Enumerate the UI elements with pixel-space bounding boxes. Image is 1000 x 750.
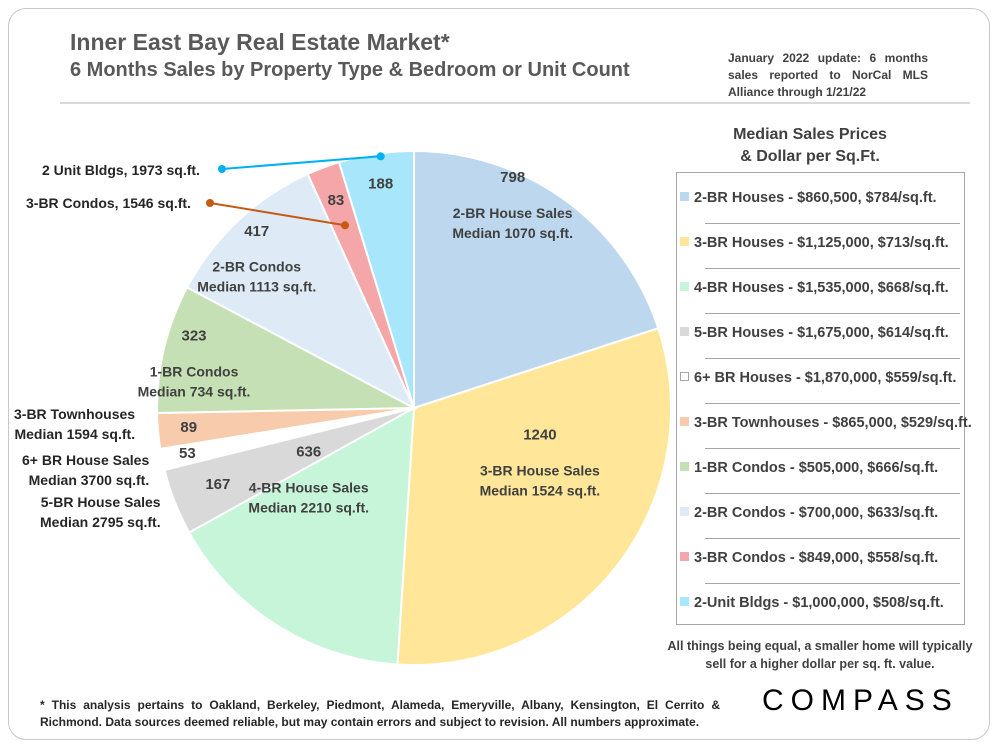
legend-item-label: 2-Unit Bldgs - $1,000,000, $508/sq.ft.: [694, 595, 944, 611]
callout-2-unit-bldgs: 2 Unit Bldgs, 1973 sq.ft.: [42, 162, 200, 178]
value-label-5-br-house-sales: 167: [205, 476, 230, 493]
callout-end-3br-condos: [341, 221, 350, 230]
legend-item-label: 3-BR Houses - $1,125,000, $713/sq.ft.: [694, 235, 949, 251]
legend-item: 3-BR Townhouses - $865,000, $529/sq.ft.: [680, 415, 972, 431]
update-note: January 2022 update: 6 months sales repo…: [728, 51, 928, 99]
legend-item: 3-BR Houses - $1,125,000, $713/sq.ft.: [680, 235, 949, 251]
slice-name-2-br-condos: 2-BR Condos: [212, 259, 301, 275]
legend-item: 2-Unit Bldgs - $1,000,000, $508/sq.ft.: [680, 595, 944, 611]
legend-box: [676, 172, 965, 625]
callout-line-2-unit: [221, 155, 381, 170]
callout-dot-2-unit: [218, 165, 226, 173]
value-label-2-unit-bldgs: 188: [368, 175, 393, 192]
label-3br-townhouses-detail: Median 1594 sq.ft.: [14, 426, 136, 442]
legend-item: 3-BR Condos - $849,000, $558/sq.ft.: [680, 550, 938, 566]
slice-detail-4-br-house-sales: Median 2210 sq.ft.: [248, 499, 369, 515]
callout-line-3br-condos: [209, 202, 346, 227]
value-label-3-br-condos: 83: [328, 192, 345, 209]
value-label-1-br-condos: 323: [182, 328, 207, 345]
legend-item-label: 2-BR Houses - $860,500, $784/sq.ft.: [694, 190, 937, 206]
callout-end-2-unit: [376, 152, 385, 161]
slice-name-3-br-house-sales: 3-BR House Sales: [480, 462, 600, 478]
legend-item: 6+ BR Houses - $1,870,000, $559/sq.ft.: [680, 370, 956, 386]
label-5br-detail: Median 2795 sq.ft.: [40, 514, 161, 530]
legend-separator: [705, 268, 960, 269]
legend-separator: [705, 448, 960, 449]
slice-detail-1-br-condos: Median 734 sq.ft.: [138, 383, 251, 399]
slice-name-2-br-house-sales: 2-BR House Sales: [453, 205, 573, 221]
legend-swatch: [680, 462, 689, 471]
legend-item: 5-BR Houses - $1,675,000, $614/sq.ft.: [680, 325, 949, 341]
legend-swatch: [680, 282, 689, 291]
legend-swatch: [680, 417, 689, 426]
slice-2-br-condos: [185, 172, 417, 411]
legend-separator: [705, 493, 960, 494]
legend-separator: [705, 358, 960, 359]
slice-name-1-br-condos: 1-BR Condos: [150, 363, 239, 379]
legend-item-label: 3-BR Townhouses - $865,000, $529/sq.ft.: [694, 415, 972, 431]
legend-item: 2-BR Condos - $700,000, $633/sq.ft.: [680, 505, 938, 521]
legend-item-label: 3-BR Condos - $849,000, $558/sq.ft.: [694, 550, 939, 566]
slice-detail-2-br-house-sales: Median 1070 sq.ft.: [452, 225, 573, 241]
legend-swatch: [680, 237, 689, 246]
legend-swatch: [680, 192, 689, 201]
label-3br-townhouses: 3-BR Townhouses Median 1594 sq.ft.: [14, 404, 135, 444]
legend-swatch: [680, 507, 689, 516]
legend-item-label: 6+ BR Houses - $1,870,000, $559/sq.ft.: [694, 370, 957, 386]
legend-item-label: 1-BR Condos - $505,000, $666/sq.ft.: [694, 460, 939, 476]
label-5br-name: 5-BR House Sales: [40, 494, 161, 510]
legend-separator: [705, 538, 960, 539]
value-label-4-br-house-sales: 636: [296, 444, 321, 461]
slice-name-4-br-house-sales: 4-BR House Sales: [249, 479, 369, 495]
legend-title-line1: Median Sales Prices: [733, 126, 887, 143]
slice-3-br-house-sales: [396, 327, 672, 666]
slice-2-br-house-sales: [413, 149, 660, 410]
legend-separator: [705, 583, 960, 584]
value-label-2-br-house-sales: 798: [500, 169, 525, 186]
legend-item-label: 2-BR Condos - $700,000, $633/sq.ft.: [694, 505, 939, 521]
footnote: * This analysis pertains to Oakland, Ber…: [40, 698, 720, 729]
slice-detail-2-br-condos: Median 1113 sq.ft.: [197, 279, 316, 295]
legend-title-line2: & Dollar per Sq.Ft.: [740, 148, 880, 165]
slice-4-br-house-sales: [187, 406, 416, 666]
legend-swatch: [680, 597, 689, 606]
legend-item-label: 5-BR Houses - $1,675,000, $614/sq.ft.: [694, 325, 949, 341]
legend-separator: [705, 313, 960, 314]
value-label-2-br-condos: 417: [244, 223, 269, 240]
slice-2-unit-bldgs: [337, 149, 415, 409]
legend-swatch: [680, 327, 689, 336]
value-label-6-br-house-sales: 53: [179, 445, 196, 462]
label-6br-name: 6+ BR House Sales: [22, 452, 150, 468]
bottom-note: All things being equal, a smaller home w…: [667, 639, 973, 671]
chart-subtitle: 6 Months Sales by Property Type & Bedroo…: [70, 59, 630, 81]
legend-separator: [705, 223, 960, 224]
label-5br-house-sales: 5-BR House Sales Median 2795 sq.ft.: [40, 492, 161, 532]
value-label-3-br-house-sales: 1240: [523, 427, 556, 444]
legend-item: 1-BR Condos - $505,000, $666/sq.ft.: [680, 460, 938, 476]
callout-3br-condos: 3-BR Condos, 1546 sq.ft.: [26, 195, 191, 211]
slice-detail-3-br-house-sales: Median 1524 sq.ft.: [480, 482, 601, 498]
legend-item: 2-BR Houses - $860,500, $784/sq.ft.: [680, 190, 937, 206]
label-3br-townhouses-name: 3-BR Townhouses: [14, 406, 136, 422]
label-6br-detail: Median 3700 sq.ft.: [28, 472, 150, 488]
legend-separator: [705, 403, 960, 404]
label-6br-house-sales: 6+ BR House Sales Median 3700 sq.ft.: [22, 450, 149, 490]
legend-swatch: [680, 552, 689, 561]
slice-1-br-condos: [156, 286, 418, 415]
header-divider: [60, 102, 970, 104]
compass-logo: COMPASS: [762, 684, 959, 717]
callout-dot-3br-condos: [206, 199, 214, 207]
legend-item-label: 4-BR Houses - $1,535,000, $668/sq.ft.: [694, 280, 949, 296]
legend-swatch: [680, 372, 689, 381]
value-label-3-br-townhouses: 89: [180, 419, 197, 436]
legend-item: 4-BR Houses - $1,535,000, $668/sq.ft.: [680, 280, 949, 296]
chart-title: Inner East Bay Real Estate Market*: [70, 29, 450, 55]
legend-title: Median Sales Prices & Dollar per Sq.Ft.: [700, 124, 920, 168]
